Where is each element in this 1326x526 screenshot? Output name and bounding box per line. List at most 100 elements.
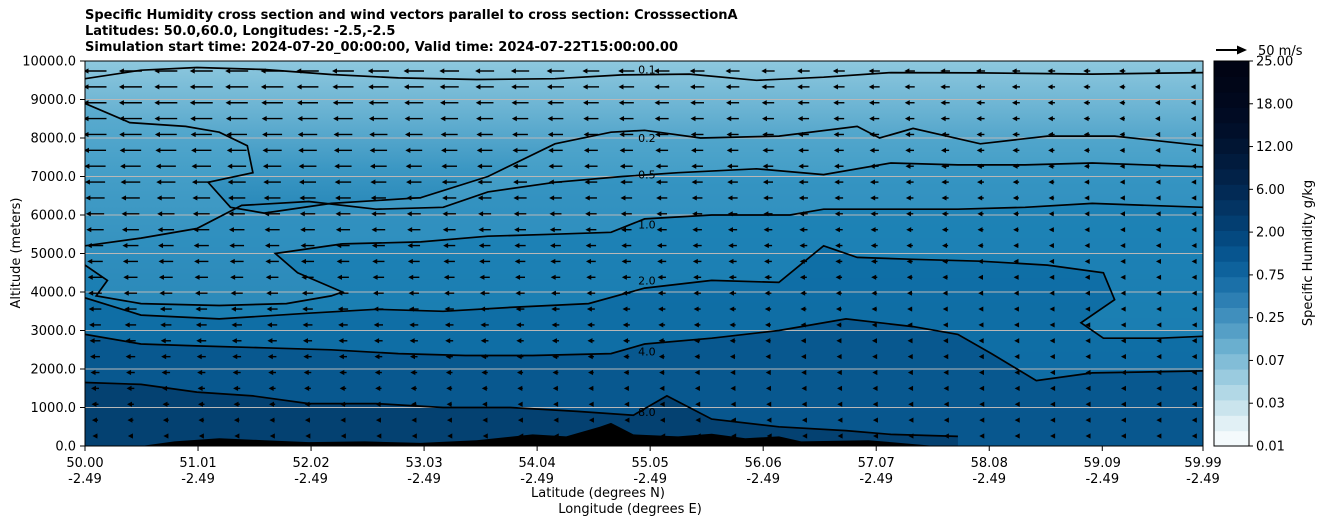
y-axis: 0.0 1000.0 2000.0 3000.0 4000.0 5000.0 6000.0 7… bbox=[22, 55, 85, 455]
wind-vector bbox=[1048, 227, 1054, 233]
colorbar: 0.01 0.03 0.07 0.25 0.75 2.00 6.00 12.00 18.00 25… bbox=[1213, 55, 1293, 455]
wind-vector bbox=[869, 147, 879, 153]
wind-vector bbox=[196, 354, 206, 360]
wind-vector bbox=[693, 274, 702, 280]
wind-vector bbox=[1156, 417, 1162, 423]
contour-label: 1.0 bbox=[638, 219, 656, 232]
contour-line-1.0 bbox=[85, 202, 1203, 307]
wind-vector bbox=[1156, 322, 1162, 328]
wind-vector bbox=[1084, 290, 1090, 296]
contour-line-0.1 bbox=[85, 66, 1203, 82]
wind-vector bbox=[85, 195, 105, 201]
wind-vector bbox=[1119, 195, 1125, 201]
wind-vector bbox=[479, 258, 491, 265]
y-tick-label: 8000.0 bbox=[31, 132, 77, 147]
wind-vector bbox=[618, 100, 634, 106]
wind-vector bbox=[513, 211, 527, 217]
x-tick-label-lon: -2.49 bbox=[633, 472, 667, 487]
wind-vector bbox=[1014, 417, 1020, 423]
wind-vector bbox=[268, 369, 276, 376]
wind-vector bbox=[411, 417, 417, 423]
wind-vector bbox=[1084, 242, 1090, 249]
wind-vector bbox=[868, 100, 880, 106]
wind-vector bbox=[89, 338, 101, 344]
wind-vector bbox=[300, 242, 315, 249]
wind-vector bbox=[551, 322, 560, 328]
wind-vector bbox=[942, 242, 949, 249]
wind-vector bbox=[549, 211, 562, 217]
wind-vector bbox=[869, 116, 880, 122]
wind-vector bbox=[91, 417, 99, 423]
wind-vector bbox=[265, 258, 279, 265]
wind-vector bbox=[1120, 354, 1126, 360]
wind-vector bbox=[90, 354, 100, 360]
wind-vector bbox=[1049, 322, 1055, 328]
wind-vector bbox=[588, 401, 594, 407]
wind-vector bbox=[765, 369, 771, 376]
wind-vector bbox=[299, 195, 316, 201]
wind-vector bbox=[549, 227, 562, 233]
wind-vector bbox=[477, 195, 492, 201]
wind-vector bbox=[623, 385, 629, 391]
wind-vector bbox=[88, 306, 102, 312]
wind-vector bbox=[656, 242, 667, 249]
wind-vector bbox=[689, 84, 705, 90]
wind-vector bbox=[620, 211, 632, 217]
wind-vector bbox=[835, 258, 843, 265]
contour-line-4.0 bbox=[85, 318, 1203, 382]
wind-vector bbox=[656, 227, 667, 233]
wind-vector bbox=[446, 417, 452, 423]
wind-vector bbox=[158, 274, 173, 280]
wind-vector bbox=[762, 179, 774, 185]
wind-vector bbox=[225, 116, 248, 122]
wind-vector bbox=[583, 147, 598, 153]
wind-vector bbox=[161, 354, 171, 360]
wind-vector bbox=[550, 290, 560, 296]
wind-vector bbox=[229, 242, 245, 249]
wind-vector bbox=[303, 354, 312, 360]
wind-vector bbox=[585, 258, 596, 265]
wind-vector bbox=[261, 116, 283, 122]
wind-vector bbox=[439, 68, 460, 74]
wind-vector bbox=[873, 433, 879, 439]
wind-vector bbox=[1155, 195, 1161, 201]
wind-vector bbox=[764, 258, 772, 265]
wind-vector bbox=[263, 195, 281, 201]
wind-vector bbox=[833, 100, 845, 106]
wind-vector bbox=[1154, 84, 1161, 90]
wind-vector bbox=[85, 211, 105, 217]
wind-vector bbox=[1084, 211, 1090, 217]
wind-vector bbox=[904, 116, 915, 122]
wind-vector bbox=[978, 274, 984, 280]
wind-vector bbox=[514, 227, 526, 233]
wind-vector bbox=[801, 385, 807, 391]
wind-vector bbox=[835, 242, 843, 249]
wind-vector bbox=[764, 290, 772, 296]
wind-vector bbox=[907, 369, 913, 376]
colorbar-segment bbox=[1214, 353, 1249, 370]
wind-vector bbox=[940, 116, 950, 122]
wind-vector bbox=[583, 100, 599, 106]
wind-vector bbox=[265, 274, 279, 280]
wind-vector bbox=[943, 385, 949, 391]
wind-vector bbox=[658, 354, 665, 360]
wind-vector bbox=[1085, 385, 1091, 391]
wind-vector bbox=[266, 290, 279, 296]
wind-vector bbox=[403, 84, 424, 90]
wind-vector bbox=[228, 227, 245, 233]
wind-vector bbox=[411, 433, 417, 439]
wind-vector bbox=[655, 131, 669, 138]
wind-vector bbox=[340, 417, 346, 423]
wind-vector bbox=[118, 100, 142, 106]
wind-vector bbox=[1085, 338, 1091, 344]
wind-vector bbox=[657, 258, 667, 265]
terrain bbox=[85, 422, 1203, 446]
wind-vector bbox=[976, 84, 985, 90]
wind-vector bbox=[369, 147, 388, 153]
wind-vector bbox=[943, 338, 949, 344]
wind-vector bbox=[480, 338, 489, 344]
wind-vector bbox=[871, 338, 877, 344]
y-tick-label: 5000.0 bbox=[31, 247, 77, 262]
wind-vector bbox=[549, 195, 562, 201]
wind-vector bbox=[837, 401, 843, 407]
